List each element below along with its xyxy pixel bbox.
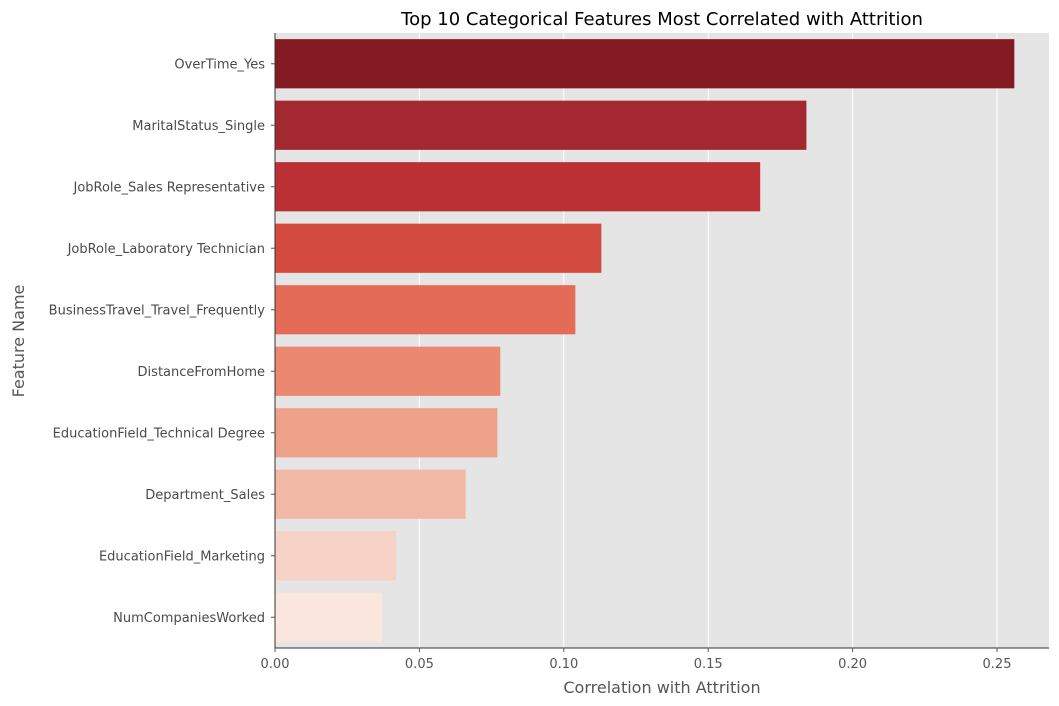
x-axis-label: Correlation with Attrition — [563, 678, 760, 697]
axis-spines — [274, 33, 1049, 649]
category-label: Department_Sales — [145, 488, 265, 503]
category-label: OverTime_Yes — [174, 57, 265, 72]
category-label: JobRole_Laboratory Technician — [67, 242, 265, 257]
category-label: EducationField_Technical Degree — [53, 426, 265, 441]
x-tick-label: 0.05 — [405, 657, 434, 672]
bar — [275, 100, 807, 150]
x-tick-label: 0.10 — [549, 657, 578, 672]
category-label: JobRole_Sales Representative — [72, 180, 265, 195]
x-tick-label: 0.25 — [983, 657, 1012, 672]
bar — [275, 39, 1015, 89]
bar — [275, 285, 576, 335]
bar — [275, 223, 602, 273]
x-ticks: 0.00 0.05 0.10 0.15 0.20 0.25 — [261, 648, 1012, 672]
chart-title: Top 10 Categorical Features Most Correla… — [400, 9, 923, 30]
category-label: BusinessTravel_Travel_Frequently — [49, 303, 266, 318]
category-label: EducationField_Marketing — [99, 549, 265, 564]
bar — [275, 162, 761, 212]
category-label: MaritalStatus_Single — [132, 119, 265, 134]
bars — [275, 39, 1015, 642]
category-label: DistanceFromHome — [138, 365, 265, 380]
y-axis-label: Feature Name — [9, 285, 28, 398]
x-tick-label: 0.20 — [838, 657, 867, 672]
bar — [275, 469, 466, 519]
bar — [275, 592, 382, 642]
y-tick-labels: OverTime_Yes MaritalStatus_Single JobRole_… — [49, 57, 275, 626]
category-label: NumCompaniesWorked — [113, 611, 265, 626]
bar — [275, 408, 498, 458]
bar — [275, 346, 501, 396]
bar — [275, 531, 397, 581]
x-tick-label: 0.00 — [261, 657, 290, 672]
x-tick-label: 0.15 — [694, 657, 723, 672]
